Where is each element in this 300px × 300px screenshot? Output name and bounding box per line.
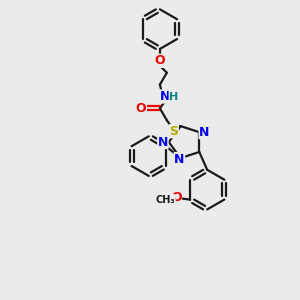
- Text: S: S: [169, 125, 178, 138]
- Text: O: O: [136, 102, 146, 115]
- Text: N: N: [199, 126, 209, 139]
- Text: N: N: [160, 90, 170, 103]
- Text: O: O: [171, 191, 181, 204]
- Text: CH₃: CH₃: [155, 194, 175, 205]
- Text: O: O: [154, 54, 165, 67]
- Text: N: N: [174, 153, 185, 166]
- Text: N: N: [158, 136, 168, 148]
- Text: H: H: [169, 92, 178, 101]
